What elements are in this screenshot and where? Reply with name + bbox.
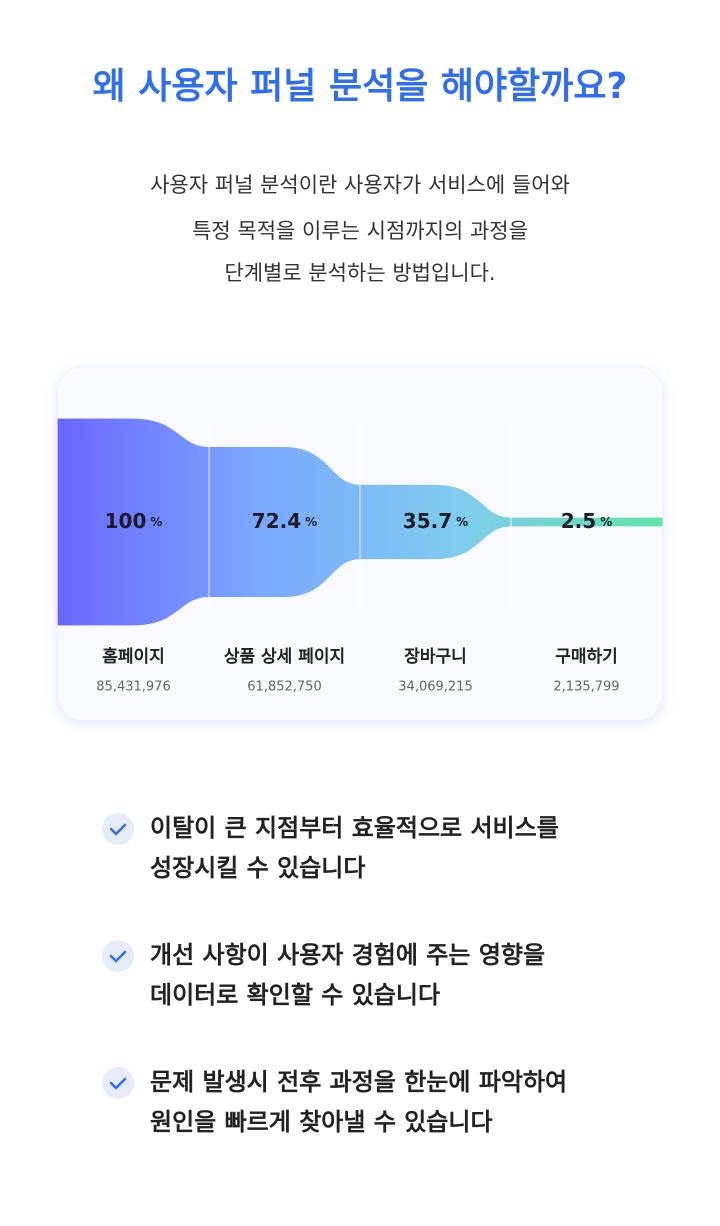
benefit-text: 성장시킬 수 있습니다 xyxy=(150,854,365,882)
stage-count: 85,431,976 xyxy=(96,680,170,695)
stage-label: 상품 상세 페이지 xyxy=(224,647,345,667)
value-label: 100% xyxy=(105,509,163,533)
value-label: 72.4% xyxy=(252,509,317,533)
check-icon xyxy=(109,950,127,963)
stage-count: 2,135,799 xyxy=(553,680,619,695)
stage-count: 61,852,750 xyxy=(247,680,321,695)
value-unit: % xyxy=(150,515,162,529)
description-line: 특정 목적을 이루는 시점까지의 과정을 xyxy=(192,219,528,243)
stage-label: 장바구니 xyxy=(404,647,467,667)
benefit-text: 데이터로 확인할 수 있습니다 xyxy=(150,981,440,1009)
description-line: 사용자 퍼널 분석이란 사용자가 서비스에 들어와 xyxy=(150,173,570,197)
value-label: 35.7% xyxy=(403,509,468,533)
check-icon-bg xyxy=(102,1067,134,1099)
stage-label: 홈페이지 xyxy=(102,646,165,667)
value-unit: % xyxy=(600,515,612,529)
description-line: 단계별로 분석하는 방법입니다. xyxy=(224,261,495,285)
benefit-text: 문제 발생시 전후 과정을 한눈에 파악하여 xyxy=(150,1068,567,1096)
value-number: 72.4 xyxy=(252,509,301,533)
check-icon-bg xyxy=(102,940,134,972)
check-icon xyxy=(109,1077,127,1090)
stage-count: 34,069,215 xyxy=(398,680,472,695)
benefit-text: 이탈이 큰 지점부터 효율적으로 서비스를 xyxy=(150,814,559,842)
value-number: 35.7 xyxy=(403,509,452,533)
value-unit: % xyxy=(456,515,468,529)
benefit-text: 원인을 빠르게 찾아낼 수 있습니다 xyxy=(150,1108,493,1136)
benefit-text: 개선 사항이 사용자 경험에 주는 영향을 xyxy=(150,941,545,969)
stage-label: 구매하기 xyxy=(555,647,618,667)
check-icon xyxy=(109,823,127,836)
funnel-chart: 100 % 홈페이지 85,431,976 72.4 % 상품 상세 페이지 61,852,7… xyxy=(57,418,663,695)
value-unit: % xyxy=(305,515,317,529)
funnel-stage xyxy=(510,517,663,527)
value-number: 2.5 xyxy=(561,509,596,533)
check-icon-bg xyxy=(102,813,134,845)
title: 왜 사용자 퍼널 분석을 해야할까요? xyxy=(93,66,628,107)
value-number: 100 xyxy=(105,509,147,533)
value-label: 2.5% xyxy=(561,509,612,533)
